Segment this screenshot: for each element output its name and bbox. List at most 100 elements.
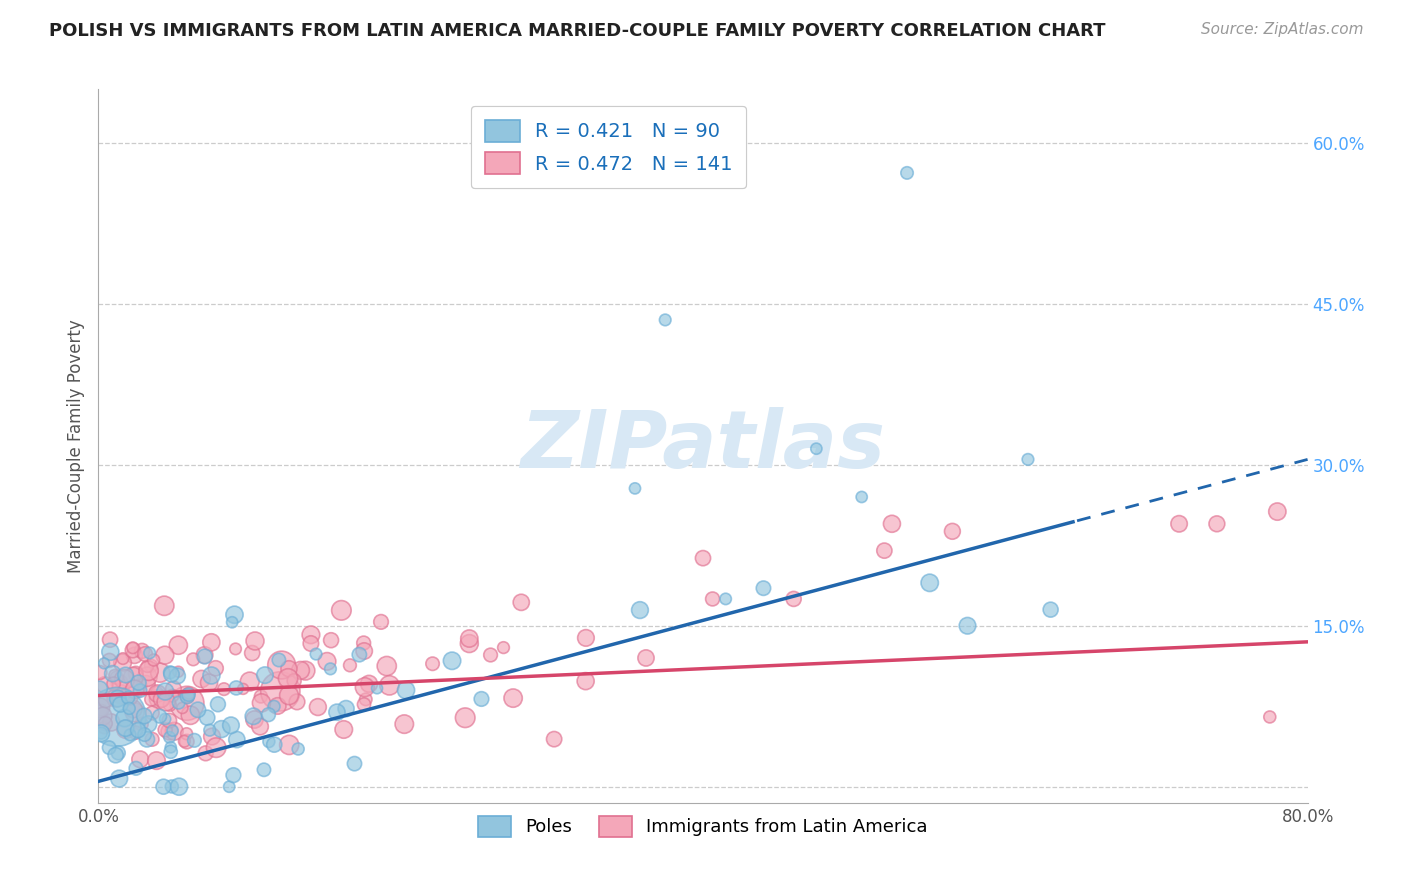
Point — [146, 686, 169, 700]
Point — [357, 677, 380, 691]
Point — [714, 591, 737, 606]
Point — [543, 732, 565, 747]
Text: POLISH VS IMMIGRANTS FROM LATIN AMERICA MARRIED-COUPLE FAMILY POVERTY CORRELATIO: POLISH VS IMMIGRANTS FROM LATIN AMERICA … — [49, 22, 1105, 40]
Point — [294, 664, 316, 678]
Point — [375, 659, 398, 673]
Point — [458, 632, 481, 646]
Point — [141, 692, 163, 706]
Point — [263, 738, 285, 752]
Point — [634, 651, 657, 665]
Point — [142, 653, 165, 667]
Point — [105, 710, 128, 724]
Point — [125, 761, 148, 775]
Point — [127, 723, 149, 738]
Point — [335, 701, 357, 715]
Point — [141, 732, 163, 747]
Point — [575, 631, 598, 645]
Point — [752, 581, 775, 595]
Point — [163, 724, 186, 739]
Point — [103, 676, 125, 690]
Point — [152, 780, 174, 794]
Point — [873, 543, 896, 558]
Point — [100, 715, 122, 730]
Point — [135, 677, 157, 691]
Point — [190, 672, 212, 686]
Point — [211, 722, 233, 736]
Point — [166, 669, 188, 683]
Point — [492, 640, 515, 655]
Point — [159, 740, 181, 755]
Point — [339, 658, 361, 673]
Point — [98, 740, 121, 755]
Point — [111, 656, 134, 670]
Point — [98, 645, 121, 659]
Point — [221, 615, 243, 630]
Point — [207, 698, 229, 712]
Point — [332, 723, 354, 737]
Point — [129, 679, 152, 693]
Point — [167, 638, 190, 652]
Point — [343, 756, 366, 771]
Point — [205, 740, 228, 755]
Point — [307, 700, 329, 714]
Point — [162, 689, 184, 703]
Point — [159, 731, 181, 745]
Point — [198, 723, 221, 738]
Point — [299, 628, 322, 642]
Point — [422, 657, 444, 671]
Point — [1258, 710, 1281, 724]
Point — [270, 658, 292, 673]
Point — [454, 711, 477, 725]
Point — [510, 595, 533, 609]
Point — [90, 726, 112, 740]
Point — [118, 689, 141, 703]
Point — [129, 683, 152, 698]
Point — [242, 709, 264, 723]
Point — [172, 701, 194, 715]
Point — [1267, 505, 1289, 519]
Point — [305, 647, 328, 661]
Point — [111, 651, 134, 665]
Point — [162, 723, 184, 738]
Y-axis label: Married-Couple Family Poverty: Married-Couple Family Poverty — [67, 319, 86, 573]
Point — [177, 688, 200, 702]
Point — [200, 635, 222, 649]
Point — [319, 662, 342, 676]
Point — [104, 748, 127, 763]
Point — [135, 732, 157, 747]
Point — [124, 648, 146, 663]
Point — [159, 745, 181, 759]
Point — [243, 634, 266, 648]
Point — [160, 780, 183, 794]
Point — [354, 692, 377, 706]
Legend: Poles, Immigrants from Latin America: Poles, Immigrants from Latin America — [471, 808, 935, 844]
Point — [159, 665, 181, 680]
Point — [240, 646, 263, 660]
Point — [330, 603, 353, 617]
Point — [458, 636, 481, 650]
Point — [956, 619, 979, 633]
Point — [108, 772, 131, 786]
Point — [114, 668, 136, 682]
Point — [353, 636, 375, 650]
Point — [121, 640, 143, 655]
Point — [366, 681, 388, 696]
Point — [176, 696, 198, 710]
Point — [225, 732, 247, 747]
Point — [201, 730, 224, 744]
Point — [806, 442, 828, 456]
Point — [176, 727, 198, 741]
Point — [1017, 452, 1039, 467]
Point — [204, 661, 226, 675]
Point — [138, 646, 160, 660]
Point — [896, 166, 918, 180]
Point — [502, 691, 524, 706]
Point — [118, 701, 141, 715]
Point — [153, 648, 176, 662]
Point — [212, 682, 235, 697]
Point — [155, 684, 177, 698]
Point — [263, 699, 285, 714]
Point — [257, 734, 280, 748]
Point — [104, 668, 127, 682]
Point — [167, 780, 190, 794]
